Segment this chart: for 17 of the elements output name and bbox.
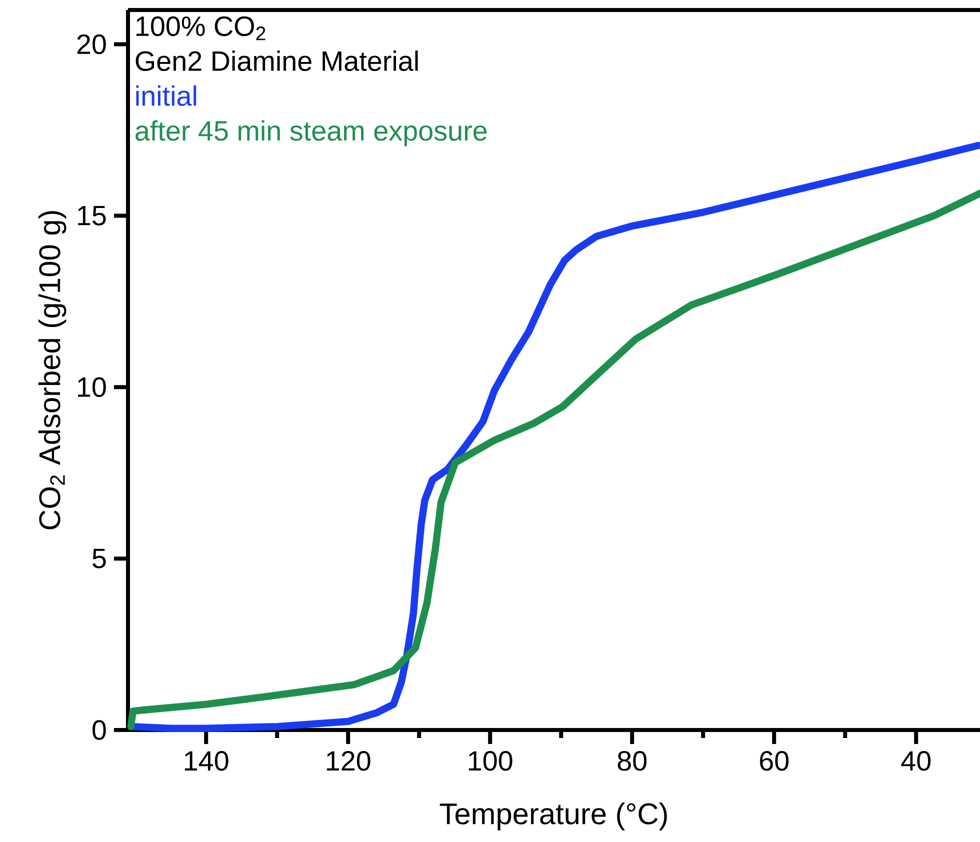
- y-tick-label: 20: [77, 34, 106, 54]
- y-axis-title: CO$_{2}$ Adsorbed (g/100 g): [38, 211, 66, 530]
- annotation: 100% CO$_{2}$: [136, 16, 266, 40]
- text: after 45 min steam exposure: [136, 120, 487, 146]
- x-tick-label: 100: [468, 751, 512, 771]
- x-tick-label: 120: [326, 751, 370, 771]
- y-tick-label: 5: [92, 548, 106, 568]
- x-tick-label: 80: [618, 751, 647, 771]
- text: initial: [136, 85, 196, 106]
- y-tick-label: 15: [78, 206, 106, 226]
- x-tick-label: 60: [760, 751, 789, 771]
- annotation: Gen2 Diamine Material: [136, 50, 418, 72]
- x-tick-label: 140: [184, 751, 228, 771]
- x-axis-title: Temperature (°C): [440, 802, 667, 830]
- x-tick-label: 40: [901, 751, 931, 771]
- y-tick-label: 10: [78, 377, 106, 398]
- y-tick-label: 0: [92, 720, 106, 740]
